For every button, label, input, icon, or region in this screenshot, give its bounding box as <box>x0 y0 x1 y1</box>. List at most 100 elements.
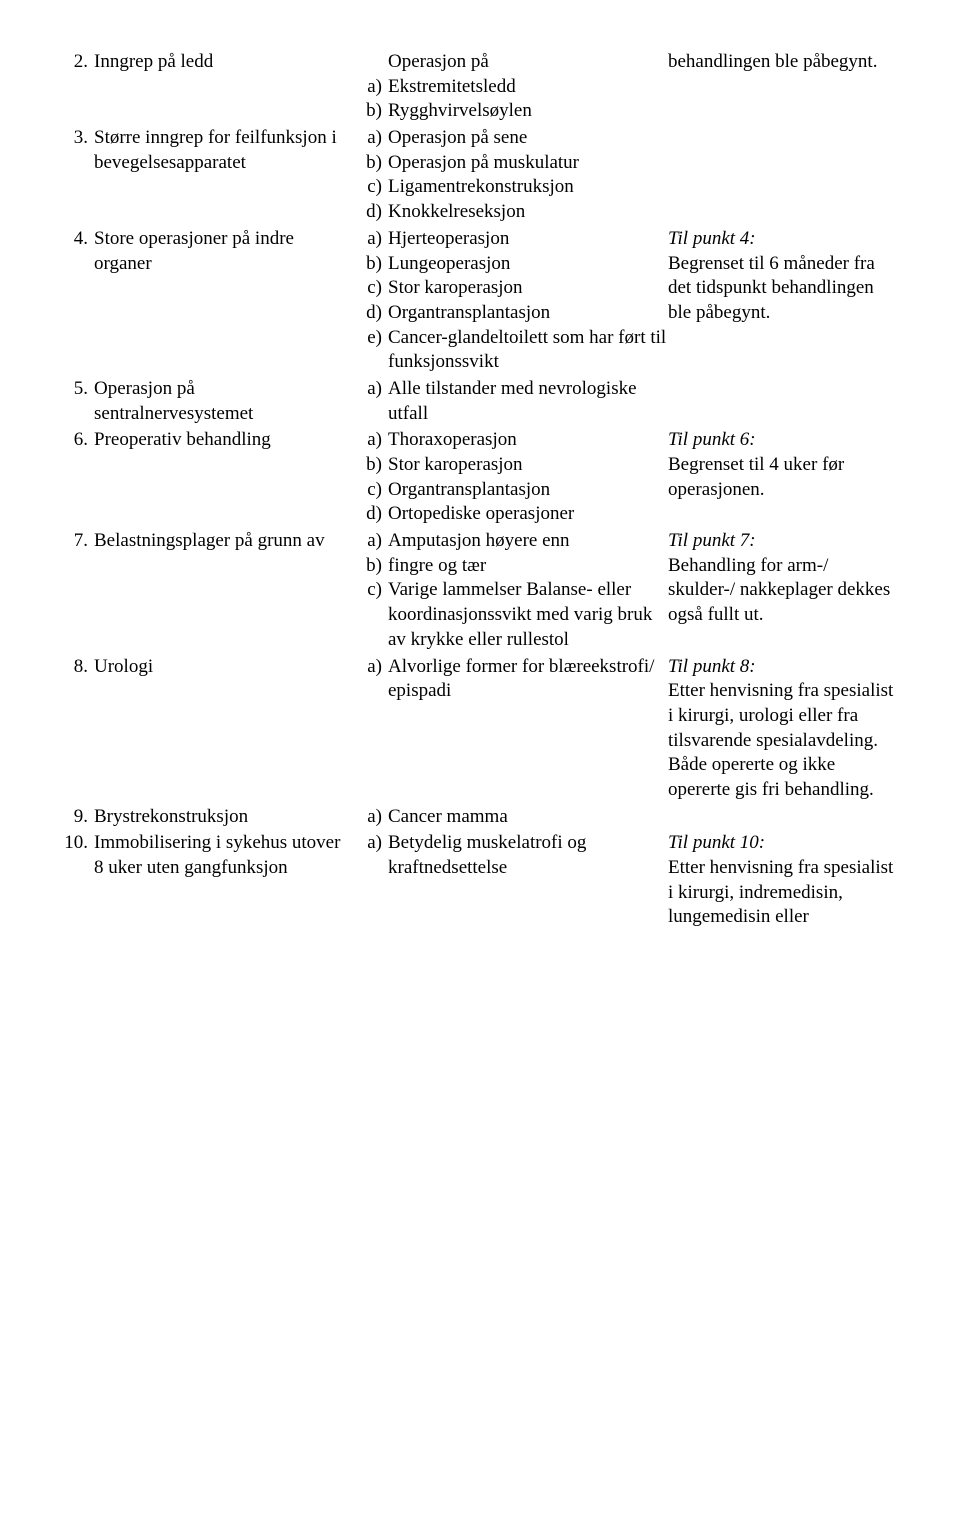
sub-letter: a) <box>360 805 388 830</box>
right-italic: Til punkt 8: <box>668 655 900 680</box>
row-left: Brystrekonstruksjon <box>94 805 360 832</box>
sub-text: Operasjon på sene <box>388 126 668 151</box>
row-middle: a)Thoraxoperasjonb)Stor karoperasjonc)Or… <box>360 428 668 529</box>
row-middle: a)Betydelig muskelatrofi og kraftnedsett… <box>360 831 668 932</box>
right-italic: Til punkt 6: <box>668 428 900 453</box>
row-left: Inngrep på ledd <box>94 50 360 126</box>
right-text: Etter henvisning fra spesialist i kirurg… <box>668 679 900 802</box>
row-middle: a)Alle tilstander med nevrologiske utfal… <box>360 377 668 428</box>
sub-letter: b) <box>360 99 388 124</box>
sub-text: Amputasjon høyere enn <box>388 529 668 554</box>
sub-letter: d) <box>360 301 388 326</box>
sub-letter: b) <box>360 252 388 277</box>
sub-text: Rygghvirvelsøylen <box>388 99 668 124</box>
row-right: Til punkt 8:Etter henvisning fra spesial… <box>668 655 900 805</box>
sub-text: Alle tilstander med nevrologiske utfall <box>388 377 668 426</box>
row-middle: a)Hjerteoperasjonb)Lungeoperasjonc)Stor … <box>360 227 668 377</box>
sub-letter: a) <box>360 377 388 426</box>
sub-text: Organtransplantasjon <box>388 301 668 326</box>
sub-letter: a) <box>360 529 388 554</box>
right-text: Behandling for arm-/ skulder-/ nakkeplag… <box>668 554 900 628</box>
right-text: Begrenset til 4 uker før operasjonen. <box>668 453 900 502</box>
row-middle: a)Alvorlige former for blæreekstrofi/ ep… <box>360 655 668 805</box>
sub-letter: a) <box>360 831 388 880</box>
right-italic: Til punkt 4: <box>668 227 900 252</box>
right-text: Etter henvisning fra spesialist i kirurg… <box>668 856 900 930</box>
sub-text: Lungeoperasjon <box>388 252 668 277</box>
sub-text: Organtransplantasjon <box>388 478 668 503</box>
sub-text: fingre og tær <box>388 554 668 579</box>
sub-letter: a) <box>360 126 388 151</box>
sub-letter: b) <box>360 453 388 478</box>
row-number: 9. <box>60 805 94 832</box>
sub-text: Ekstremitetsledd <box>388 75 668 100</box>
sub-letter: a) <box>360 428 388 453</box>
table-row: 9.Brystrekonstruksjona)Cancer mamma <box>60 805 900 832</box>
sub-letter: b) <box>360 554 388 579</box>
sub-letter: d) <box>360 502 388 527</box>
row-left: Belastningsplager på grunn av <box>94 529 360 654</box>
sub-letter: c) <box>360 478 388 503</box>
sub-letter: c) <box>360 578 388 652</box>
sub-letter: a) <box>360 655 388 704</box>
row-number: 7. <box>60 529 94 654</box>
sub-text: Cancer mamma <box>388 805 668 830</box>
row-number: 8. <box>60 655 94 805</box>
sub-letter: c) <box>360 175 388 200</box>
table-row: 2.Inngrep på leddOperasjon påa)Ekstremit… <box>60 50 900 126</box>
table-row: 6.Preoperativ behandlinga)Thoraxoperasjo… <box>60 428 900 529</box>
sub-letter: a) <box>360 75 388 100</box>
row-right <box>668 805 900 832</box>
right-italic: Til punkt 10: <box>668 831 900 856</box>
sub-letter: c) <box>360 276 388 301</box>
sub-letter <box>360 50 388 75</box>
sub-text: Thoraxoperasjon <box>388 428 668 453</box>
row-right <box>668 377 900 428</box>
sub-text: Varige lammelser Balanse- eller koordina… <box>388 578 668 652</box>
row-right: Til punkt 6:Begrenset til 4 uker før ope… <box>668 428 900 529</box>
row-middle: a)Amputasjon høyere ennb)fingre og tærc)… <box>360 529 668 654</box>
sub-letter: a) <box>360 227 388 252</box>
sub-text: Cancer-glandeltoilett som har ført til f… <box>388 326 668 375</box>
table-row: 10.Immobilisering i sykehus utover 8 uke… <box>60 831 900 932</box>
sub-letter: b) <box>360 151 388 176</box>
row-left: Preoperativ behandling <box>94 428 360 529</box>
table-row: 4.Store operasjoner på indre organera)Hj… <box>60 227 900 377</box>
row-middle: Operasjon påa)Ekstremitetsleddb)Rygghvir… <box>360 50 668 126</box>
row-right <box>668 126 900 227</box>
row-right: Til punkt 10:Etter henvisning fra spesia… <box>668 831 900 932</box>
sub-text: Hjerteoperasjon <box>388 227 668 252</box>
sub-text: Operasjon på muskulatur <box>388 151 668 176</box>
right-text: behandlingen ble påbegynt. <box>668 50 900 75</box>
row-number: 4. <box>60 227 94 377</box>
row-middle: a)Cancer mamma <box>360 805 668 832</box>
row-number: 10. <box>60 831 94 932</box>
row-left: Større inngrep for feilfunksjon i bevege… <box>94 126 360 227</box>
table-row: 8.Urologia)Alvorlige former for blæreeks… <box>60 655 900 805</box>
sub-text: Betydelig muskelatrofi og kraftnedsettel… <box>388 831 668 880</box>
row-right: Til punkt 4:Begrenset til 6 måneder fra … <box>668 227 900 377</box>
sub-text: Knokkelreseksjon <box>388 200 668 225</box>
row-left: Store operasjoner på indre organer <box>94 227 360 377</box>
sub-letter: d) <box>360 200 388 225</box>
table-row: 5.Operasjon på sentralnervesystemeta)All… <box>60 377 900 428</box>
row-right: behandlingen ble påbegynt. <box>668 50 900 126</box>
row-number: 2. <box>60 50 94 126</box>
row-middle: a)Operasjon på seneb)Operasjon på muskul… <box>360 126 668 227</box>
sub-letter: e) <box>360 326 388 375</box>
table-row: 3.Større inngrep for feilfunksjon i beve… <box>60 126 900 227</box>
document-table: 2.Inngrep på leddOperasjon påa)Ekstremit… <box>60 50 900 932</box>
row-number: 6. <box>60 428 94 529</box>
sub-text: Operasjon på <box>388 50 668 75</box>
row-left: Operasjon på sentralnervesystemet <box>94 377 360 428</box>
sub-text: Ligamentrekonstruksjon <box>388 175 668 200</box>
row-number: 5. <box>60 377 94 428</box>
sub-text: Stor karoperasjon <box>388 453 668 478</box>
right-italic: Til punkt 7: <box>668 529 900 554</box>
row-left: Immobilisering i sykehus utover 8 uker u… <box>94 831 360 932</box>
sub-text: Ortopediske operasjoner <box>388 502 668 527</box>
right-text: Begrenset til 6 måneder fra det tidspunk… <box>668 252 900 326</box>
row-left: Urologi <box>94 655 360 805</box>
row-right: Til punkt 7:Behandling for arm-/ skulder… <box>668 529 900 654</box>
sub-text: Alvorlige former for blæreekstrofi/ epis… <box>388 655 668 704</box>
